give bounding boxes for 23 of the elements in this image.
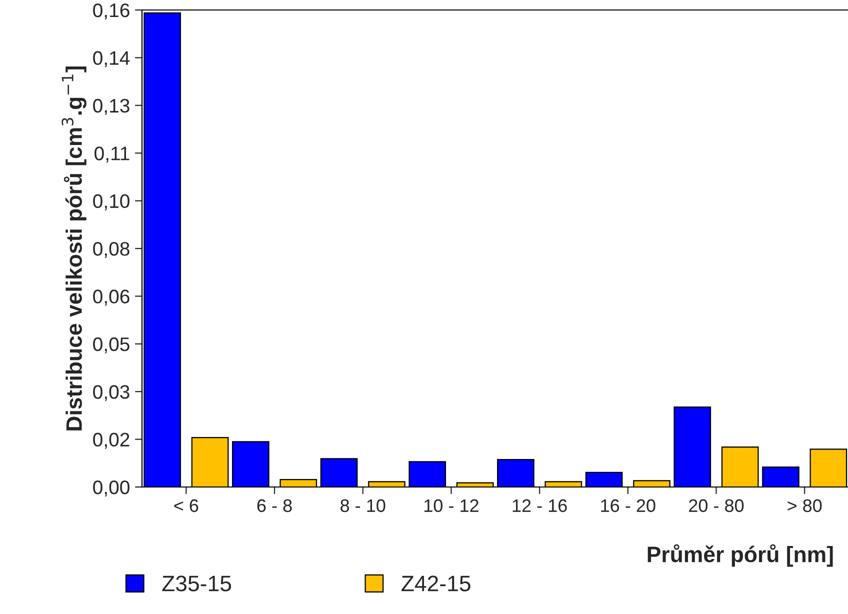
x-tick-label: 20 - 80	[689, 499, 744, 512]
y-tick-label: 0,13	[93, 98, 130, 115]
y-tick-label: 0,03	[93, 385, 130, 402]
x-tick-label: 12 - 16	[512, 499, 567, 512]
x-tick-label: 6 - 8	[257, 499, 292, 512]
y-tick-label: 0,16	[93, 3, 130, 20]
y-tick-label: 0,00	[93, 480, 130, 497]
legend-label: Z35-15	[162, 576, 232, 592]
x-axis-title: Průměr pórů [nm]	[648, 544, 833, 567]
legend-label: Z42-15	[402, 576, 470, 592]
x-tick-label: 16 - 20	[601, 499, 656, 512]
y-tick-label: 0,08	[93, 242, 130, 258]
y-tick-label: 0,11	[94, 146, 130, 163]
y-tick-label: 0,06	[93, 290, 130, 306]
y-tick-label: 0,14	[93, 51, 130, 68]
x-tick-label: 8 - 10	[340, 499, 386, 512]
y-axis-title: Distribuce velikosti pórů [cm$^{3}$.g$^{−1}$]	[62, 66, 86, 430]
x-tick-label: 10 - 12	[424, 499, 478, 512]
x-tick-label: < 6	[174, 499, 198, 512]
y-tick-label: 0,02	[93, 432, 130, 449]
y-tick-label: 0,10	[93, 194, 130, 210]
x-tick-label: > 80	[788, 499, 822, 512]
y-tick-label: 0,05	[93, 337, 130, 354]
